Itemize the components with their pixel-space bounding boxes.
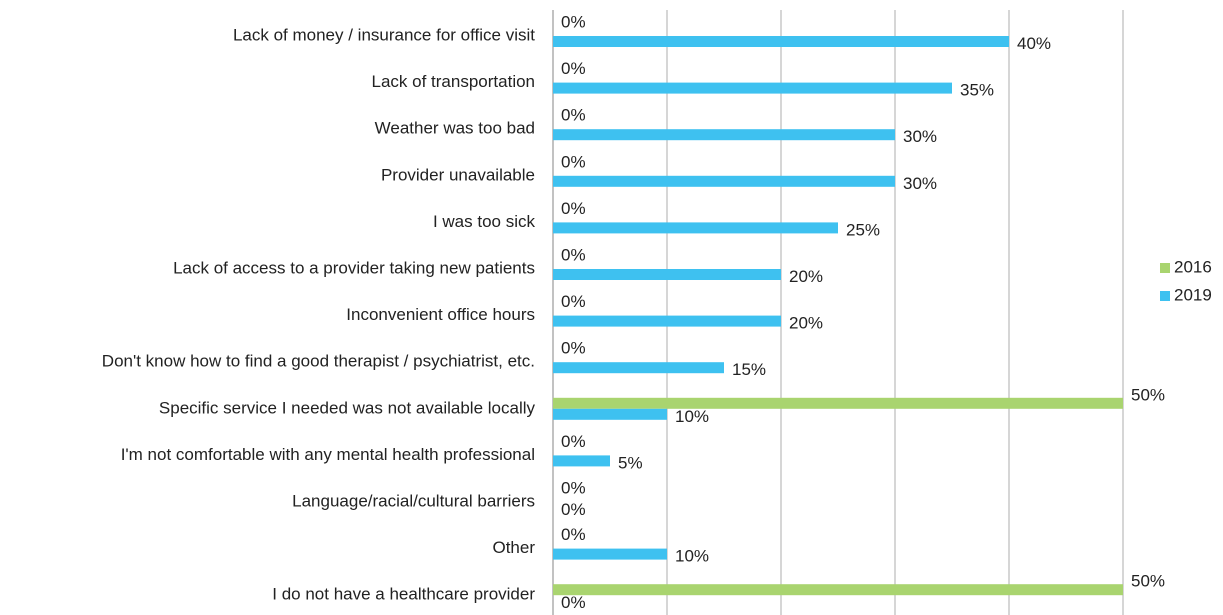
bar	[553, 36, 1009, 47]
category-label: I'm not comfortable with any mental heal…	[121, 445, 535, 464]
category-label: Specific service I needed was not availa…	[159, 398, 536, 417]
category-label: Weather was too bad	[375, 119, 535, 138]
value-label: 30%	[903, 174, 937, 193]
category-label: Lack of transportation	[372, 72, 535, 91]
category-label: Don't know how to find a good therapist …	[102, 352, 535, 371]
bar	[553, 408, 667, 420]
category-label: Other	[492, 538, 535, 557]
value-label: 0%	[561, 292, 586, 311]
legend-swatch	[1160, 291, 1170, 301]
value-label: 40%	[1017, 34, 1051, 53]
bar	[553, 455, 610, 467]
legend-swatch	[1160, 263, 1170, 273]
legend-label: 2019	[1174, 285, 1212, 304]
bar	[553, 397, 1123, 409]
value-label: 0%	[561, 152, 586, 171]
bar	[553, 222, 838, 234]
value-label: 0%	[561, 59, 586, 78]
value-label: 0%	[561, 106, 586, 125]
value-label: 0%	[561, 245, 586, 264]
value-label: 5%	[618, 453, 643, 472]
value-label: 50%	[1131, 572, 1165, 591]
value-label: 0%	[561, 525, 586, 544]
bar	[553, 269, 781, 280]
category-label: I do not have a healthcare provider	[272, 585, 535, 604]
value-label: 0%	[561, 478, 586, 497]
category-label: I was too sick	[433, 212, 536, 231]
category-label: Inconvenient office hours	[346, 305, 535, 324]
bar	[553, 548, 667, 560]
value-label: 20%	[789, 267, 823, 286]
value-label: 0%	[561, 432, 586, 451]
category-label: Language/racial/cultural barriers	[292, 491, 535, 510]
value-label: 0%	[561, 12, 586, 31]
value-label: 0%	[561, 500, 586, 519]
value-label: 35%	[960, 81, 994, 100]
category-label: Lack of access to a provider taking new …	[173, 258, 535, 277]
value-label: 30%	[903, 127, 937, 146]
value-label: 10%	[675, 547, 709, 566]
value-label: 0%	[561, 199, 586, 218]
value-label: 0%	[561, 593, 586, 612]
bar	[553, 82, 952, 94]
value-label: 50%	[1131, 385, 1165, 404]
bar	[553, 315, 781, 327]
value-label: 0%	[561, 339, 586, 358]
value-label: 15%	[732, 360, 766, 379]
value-label: 25%	[846, 220, 880, 239]
category-label: Provider unavailable	[381, 165, 535, 184]
bar	[553, 129, 895, 141]
value-label: 10%	[675, 407, 709, 426]
bar	[553, 584, 1123, 596]
value-label: 20%	[789, 314, 823, 333]
legend-label: 2016	[1174, 257, 1212, 276]
category-label: Lack of money / insurance for office vis…	[233, 25, 535, 44]
bar	[553, 362, 724, 374]
bar	[553, 175, 895, 187]
